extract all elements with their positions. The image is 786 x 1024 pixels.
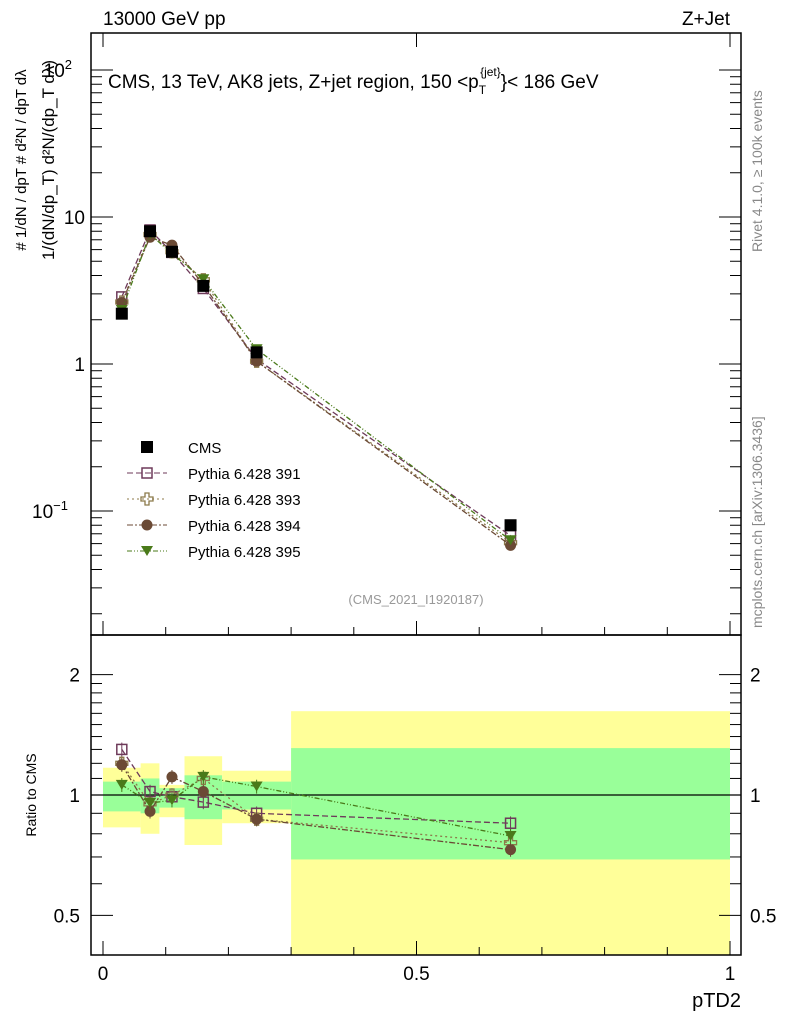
ratio-point	[197, 786, 209, 798]
y-axis-label-line1: # 1/dN / dpT # d²N / dpT dλ	[13, 69, 30, 251]
ratio-point	[250, 781, 263, 792]
header-left: 13000 GeV pp	[103, 9, 226, 30]
ratio-point	[504, 817, 517, 829]
ratio-series-line	[121, 764, 511, 851]
data-point	[505, 539, 517, 551]
legend-marker	[141, 441, 153, 453]
cms-data-point	[504, 519, 517, 532]
y-axis-label: 1/(dN/dp_T) d²N/(dp_T dλ)	[39, 60, 58, 260]
legend-label: Pythia 6.428 393	[188, 492, 301, 509]
cms-data-point	[115, 307, 128, 320]
series-line	[121, 236, 511, 546]
ratio-y-tick-label: 2	[750, 666, 761, 687]
data-point	[197, 274, 210, 285]
legend-marker	[140, 492, 154, 506]
series-line	[121, 233, 511, 541]
x-tick-label: 1	[725, 964, 736, 985]
legend-label: Pythia 6.428 391	[188, 466, 301, 483]
ratio-point	[166, 771, 178, 783]
cms-data-point	[197, 279, 210, 292]
data-point	[251, 355, 263, 367]
y-tick-label: 10−1	[32, 498, 68, 523]
legend-label: Pythia 6.428 394	[188, 518, 301, 535]
legend-marker	[141, 467, 153, 479]
ratio-y-tick-label: 1	[69, 786, 80, 807]
header-right: Z+Jet	[682, 9, 731, 30]
data-point	[504, 535, 517, 546]
plot-title: CMS, 13 TeV, AK8 jets, Z+jet region, 150…	[108, 65, 599, 97]
x-tick-label: 0.5	[403, 964, 429, 985]
series-line	[121, 228, 511, 537]
ratio-point	[144, 805, 156, 817]
y-tick-label: 10	[64, 208, 85, 229]
legend-label: CMS	[188, 440, 221, 457]
ratio-point	[197, 771, 210, 782]
cms-data-point	[250, 346, 263, 359]
x-axis-label: pTD2	[692, 990, 741, 1012]
ratio-point	[116, 759, 128, 771]
ratio-point	[144, 797, 157, 808]
ratio-y-tick-label: 0.5	[750, 906, 776, 927]
ratio-y-tick-label: 0.5	[54, 906, 80, 927]
ratio-series-line	[121, 749, 511, 824]
x-tick-label: 0	[98, 964, 109, 985]
y-tick-label: 1	[74, 355, 85, 376]
ratio-point	[505, 844, 517, 856]
legend-marker	[141, 519, 153, 531]
ratio-point	[165, 795, 178, 806]
legend-marker	[141, 546, 153, 556]
ratio-y-axis-label: Ratio to CMS	[23, 753, 39, 836]
ratio-series-line	[121, 762, 511, 844]
legend: CMS Pythia 6.428 391 Pythia 6.428 393 Pythi…	[127, 440, 301, 561]
legend-label: Pythia 6.428 395	[188, 544, 301, 561]
side-text-top: Rivet 4.1.0, ≥ 100k events	[749, 90, 765, 252]
analysis-id: (CMS_2021_I1920187)	[348, 592, 483, 607]
ratio-y-tick-label: 1	[750, 786, 761, 807]
cms-data-point	[165, 245, 178, 258]
side-text-bottom: mcplots.cern.ch [arXiv:1306.3436]	[749, 416, 765, 628]
ratio-point	[115, 779, 128, 790]
ratio-point	[116, 743, 128, 756]
ratio-y-tick-label: 2	[69, 666, 80, 687]
ratio-point	[251, 813, 263, 825]
cms-data-point	[144, 225, 157, 238]
ratio-point	[504, 830, 517, 841]
